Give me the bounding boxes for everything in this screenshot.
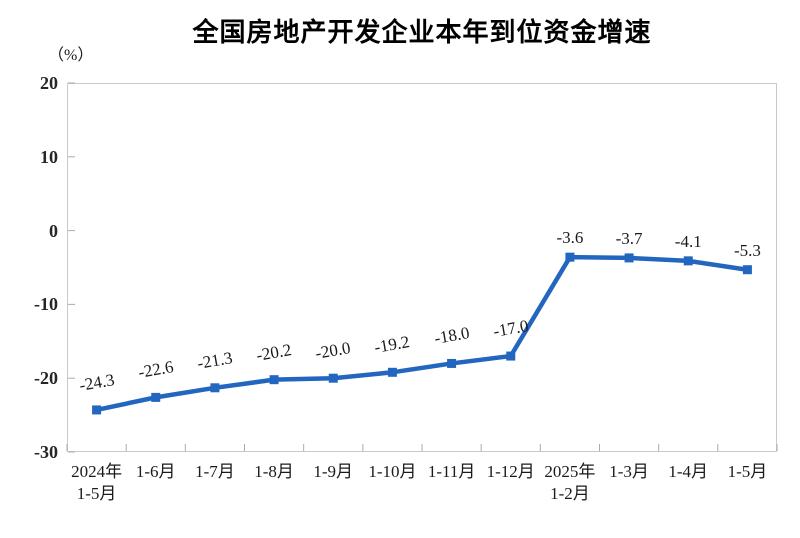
data-point-marker — [151, 392, 161, 402]
x-axis-tick-label-line: 1-5月 — [76, 484, 117, 503]
x-axis-tick-label-line: 1-4月 — [668, 462, 709, 481]
y-axis-tick-label: -20 — [34, 368, 58, 389]
x-axis-tick-label-line: 1-8月 — [254, 462, 294, 481]
data-point-marker — [565, 252, 575, 262]
x-axis-tick-label-line: 1-5月 — [727, 462, 768, 481]
data-point-marker — [269, 375, 279, 385]
data-point-label: -3.6 — [556, 228, 584, 248]
data-point-marker — [624, 253, 634, 263]
data-point-label: -5.3 — [733, 240, 761, 260]
y-axis-tick-label: -10 — [34, 294, 58, 315]
data-point-marker — [328, 373, 338, 383]
x-axis-tick-label: 2024年 1-5月 — [61, 461, 132, 505]
data-point-marker — [92, 405, 102, 415]
x-axis-tick-label: 1-6月 — [120, 461, 191, 483]
data-point-marker — [683, 256, 693, 266]
data-point-marker — [447, 358, 457, 368]
x-axis-tick-label-line: 1-10月 — [368, 462, 417, 481]
y-axis-tick-label: 20 — [40, 73, 58, 93]
x-axis-tick-label: 1-4月 — [653, 461, 724, 483]
y-axis-unit-label: （%） — [48, 47, 94, 64]
x-axis-tick-label-line: 2024年 — [71, 462, 123, 481]
y-axis-tick-label: -30 — [34, 442, 58, 462]
data-point-marker — [742, 265, 752, 275]
x-axis-tick-label: 1-5月 — [712, 461, 783, 483]
x-axis-tick-label-line: 1-11月 — [427, 462, 476, 481]
data-point-label: -4.1 — [674, 231, 702, 251]
x-axis-tick-label-line: 1-2月 — [550, 484, 590, 503]
x-axis-tick-label-line: 1-6月 — [135, 462, 176, 481]
data-point-marker — [387, 367, 397, 377]
y-axis-tick-label: 0 — [49, 220, 58, 241]
x-axis-tick-label: 1-9月 — [298, 461, 369, 483]
chart-title: 全国房地产开发企业本年到位资金增速 — [192, 17, 652, 47]
x-axis-tick-label-line: 1-7月 — [195, 462, 235, 481]
series-line — [96, 254, 748, 413]
x-axis-tick-label: 1-12月 — [475, 461, 546, 483]
x-axis-tick-label-line: 1-12月 — [486, 462, 535, 481]
data-point-marker — [506, 351, 516, 361]
x-axis-tick-label-line: 1-3月 — [609, 462, 649, 481]
x-axis-tick-label: 1-7月 — [179, 461, 250, 483]
x-axis-tick-label: 1-11月 — [416, 461, 487, 483]
data-point-label: -3.7 — [615, 228, 643, 248]
x-axis-tick-label-line: 2025年 — [544, 462, 596, 481]
x-axis-tick-label-line: 1-9月 — [313, 462, 354, 481]
x-axis-tick-label: 1-8月 — [239, 461, 310, 483]
x-axis-tick-label: 1-10月 — [357, 461, 428, 483]
x-axis-tick-label: 1-3月 — [594, 461, 665, 483]
y-axis-tick-label: 10 — [40, 146, 58, 167]
x-axis-tick-label: 2025年 1-2月 — [534, 461, 605, 505]
data-point-marker — [210, 383, 220, 393]
